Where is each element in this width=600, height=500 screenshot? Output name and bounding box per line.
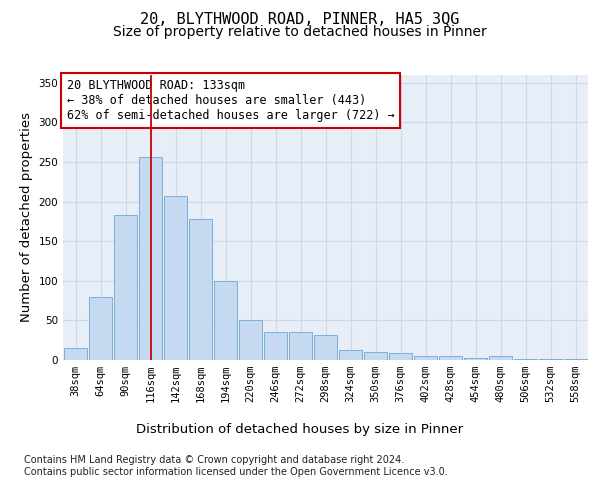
Bar [488,356,512,360]
Bar [188,219,212,360]
Bar [314,334,337,360]
Text: 20, BLYTHWOOD ROAD, PINNER, HA5 3QG: 20, BLYTHWOOD ROAD, PINNER, HA5 3QG [140,12,460,28]
Bar [64,348,88,360]
Text: Distribution of detached houses by size in Pinner: Distribution of detached houses by size … [136,422,464,436]
Bar [539,359,562,360]
Bar [263,332,287,360]
Bar [389,353,412,360]
Bar [89,298,112,360]
Bar [413,356,437,360]
Text: Size of property relative to detached houses in Pinner: Size of property relative to detached ho… [113,25,487,39]
Bar [563,359,587,360]
Text: 20 BLYTHWOOD ROAD: 133sqm
← 38% of detached houses are smaller (443)
62% of semi: 20 BLYTHWOOD ROAD: 133sqm ← 38% of detac… [67,79,395,122]
Bar [338,350,362,360]
Bar [464,358,487,360]
Bar [164,196,187,360]
Bar [214,281,238,360]
Bar [239,320,262,360]
Bar [439,356,463,360]
Bar [139,156,163,360]
Text: Contains HM Land Registry data © Crown copyright and database right 2024.
Contai: Contains HM Land Registry data © Crown c… [24,455,448,476]
Bar [364,352,388,360]
Bar [514,359,538,360]
Bar [113,215,137,360]
Y-axis label: Number of detached properties: Number of detached properties [20,112,33,322]
Bar [289,332,313,360]
